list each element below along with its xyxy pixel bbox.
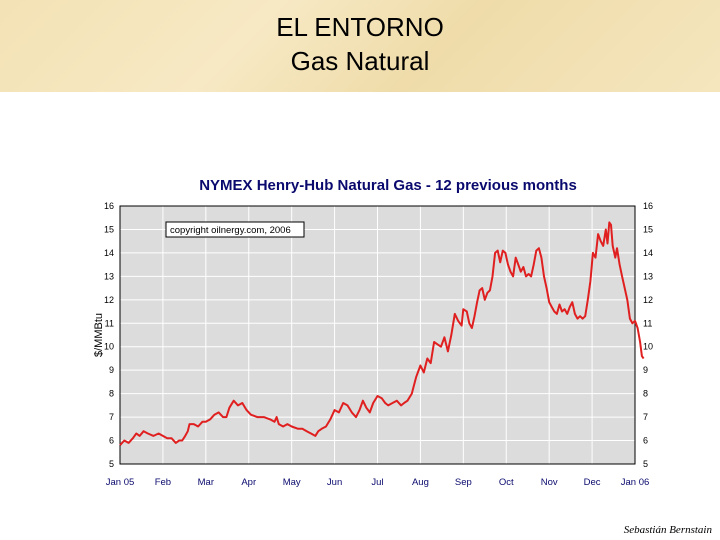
y-tick-label-left: 8 [109,389,114,399]
gas-price-chart: NYMEX Henry-Hub Natural Gas - 12 previou… [93,177,653,488]
y-tick-label-right: 14 [643,248,653,258]
x-tick-label: Jun [327,477,342,488]
author-footer: Sebastián Bernstain [623,524,712,536]
chart-title: NYMEX Henry-Hub Natural Gas - 12 previou… [199,177,577,194]
copyright-box [165,221,305,238]
slide-subtitle: Gas Natural [290,46,430,76]
x-tick-label: Sep [455,477,472,488]
x-tick-label: Jan 05 [106,477,135,488]
y-tick-label-right: 6 [643,436,648,446]
y-tick-label-right: 9 [643,365,648,375]
y-tick-label-left: 14 [104,248,114,258]
x-tick-label: Nov [541,477,558,488]
y-tick-label-left: 11 [105,318,114,328]
x-tick-label: May [283,477,301,488]
x-tick-label: Dec [584,477,601,488]
copyright-annotation: copyright oilnergy.com, 2006 [170,225,291,236]
y-tick-label-left: 5 [109,459,114,469]
x-tick-label: Jan 06 [621,477,650,488]
series-line-henry-hub [119,221,645,446]
x-axis: Jan 05 Feb Mar Apr May Jun Jul Aug Sep Oct Nov Dec J… [106,477,650,488]
plot-frame [119,205,636,465]
x-tick-label: Aug [412,477,429,488]
y-axis-label: $/MMBtu [93,313,105,357]
y-tick-label-right: 16 [643,201,653,211]
x-tick-label: Feb [155,477,171,488]
y-tick-label-left: 9 [109,365,114,375]
x-tick-label: Jul [371,477,383,488]
y-tick-label-left: 12 [104,295,114,305]
y-tick-label-left: 10 [104,342,114,352]
y-tick-label-left: 6 [109,436,114,446]
x-tick-label: Oct [499,477,514,488]
y-axis-right: 5 6 7 8 9 10 11 12 13 14 15 16 [643,201,653,469]
y-tick-label-right: 5 [643,459,648,469]
slide-title: EL ENTORNO [276,12,444,42]
x-tick-label: Mar [198,477,214,488]
x-tick-label: Apr [241,477,256,488]
y-tick-label-left: 13 [104,271,114,281]
y-tick-label-right: 7 [643,412,648,422]
title-banner [0,0,720,92]
y-axis-left: 5 6 7 8 9 10 11 12 13 14 15 16 [104,201,114,469]
y-tick-label-left: 7 [109,412,114,422]
y-tick-label-right: 15 [643,224,653,234]
y-tick-label-right: 12 [643,295,653,305]
y-tick-label-left: 15 [104,224,114,234]
y-tick-label-left: 16 [104,201,114,211]
y-tick-label-right: 8 [643,389,648,399]
y-tick-label-right: 10 [643,342,653,352]
y-tick-label-right: 11 [643,318,652,328]
y-tick-label-right: 13 [643,271,653,281]
